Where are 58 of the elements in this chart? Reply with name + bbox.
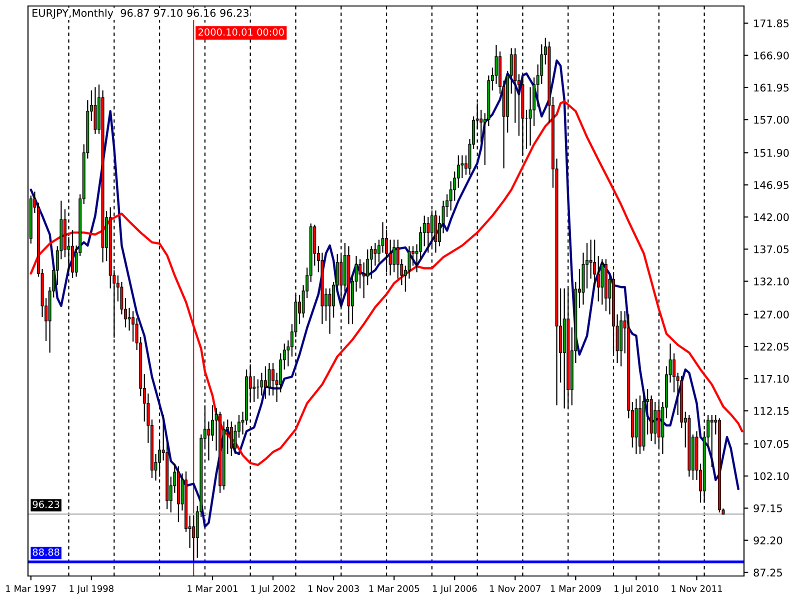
- y-tick-label: 146.95: [754, 181, 789, 189]
- x-tick-label: 1 Jul 2010: [614, 585, 658, 594]
- candlestick: [207, 420, 210, 461]
- candlestick: [593, 239, 596, 286]
- x-tick-label: 1 Nov 2011: [672, 585, 722, 592]
- candlestick: [426, 216, 430, 254]
- chart-title: EURJPY,Monthly 96.87 97.10 96.16 96.23: [32, 8, 249, 19]
- candlestick: [710, 414, 714, 468]
- y-tick-label: 142.00: [754, 213, 789, 222]
- x-tick-label: 1 Mar 2009: [550, 585, 601, 592]
- candlestick: [272, 362, 275, 396]
- candlestick: [132, 310, 135, 342]
- candlestick: [654, 401, 657, 445]
- candlestick: [252, 375, 256, 403]
- candlestick: [392, 239, 396, 273]
- candlestick: [456, 154, 460, 188]
- x-tick-label: 1 Mar 2005: [369, 585, 420, 592]
- y-tick-label: 151.90: [754, 148, 789, 157]
- candlestick: [374, 242, 377, 266]
- x-tick-label: 1 Nov 2007: [490, 585, 540, 592]
- y-tick-label: 117.10: [754, 374, 789, 383]
- x-tick-label: 1 Jul 1998: [70, 585, 114, 594]
- ref-line-label: 88.88: [32, 548, 60, 556]
- y-tick-label: 137.05: [754, 245, 789, 254]
- y-tick-label: 157.00: [754, 116, 789, 124]
- line-series: [30, 59, 740, 528]
- candlestick: [600, 258, 604, 306]
- y-tick-label: 87.25: [754, 568, 782, 577]
- candlestick: [412, 246, 414, 266]
- x-tick-label: 1 Jul 2006: [432, 585, 477, 594]
- candlestick: [358, 258, 362, 289]
- x-tick-label: 1 Mar 2001: [188, 585, 238, 592]
- ref-line-label: 2000.10.01 00:00: [198, 28, 284, 36]
- y-tick-label: 107.05: [754, 440, 789, 448]
- y-tick-label: 132.10: [754, 277, 789, 286]
- candlestick: [370, 246, 373, 280]
- y-tick-label: 161.95: [754, 84, 789, 92]
- x-tick-label: 1 Mar 1997: [6, 585, 56, 592]
- candlestick: [230, 420, 233, 456]
- x-tick-label: 1 Jul 2002: [251, 585, 295, 594]
- y-tick-label: 122.05: [754, 342, 789, 351]
- y-tick-label: 166.90: [754, 52, 789, 60]
- candlestick: [234, 424, 237, 455]
- y-tick-label: 127.00: [754, 310, 789, 318]
- candlestick: [264, 366, 267, 400]
- candlestick: [128, 307, 131, 332]
- y-tick-label: 102.10: [754, 472, 789, 480]
- ref-line-label: 96.23: [32, 500, 60, 508]
- candlestick: [362, 262, 366, 299]
- y-tick-label: 112.15: [754, 407, 789, 415]
- y-tick-label: 97.15: [754, 504, 782, 512]
- x-tick-label: 1 Nov 2003: [308, 585, 359, 592]
- candlestick: [328, 288, 332, 334]
- candlestick: [596, 255, 600, 302]
- candlestick: [260, 372, 264, 396]
- y-tick-label: 171.85: [754, 19, 789, 28]
- y-tick-label: 92.20: [754, 536, 782, 544]
- candlestick: [388, 239, 392, 276]
